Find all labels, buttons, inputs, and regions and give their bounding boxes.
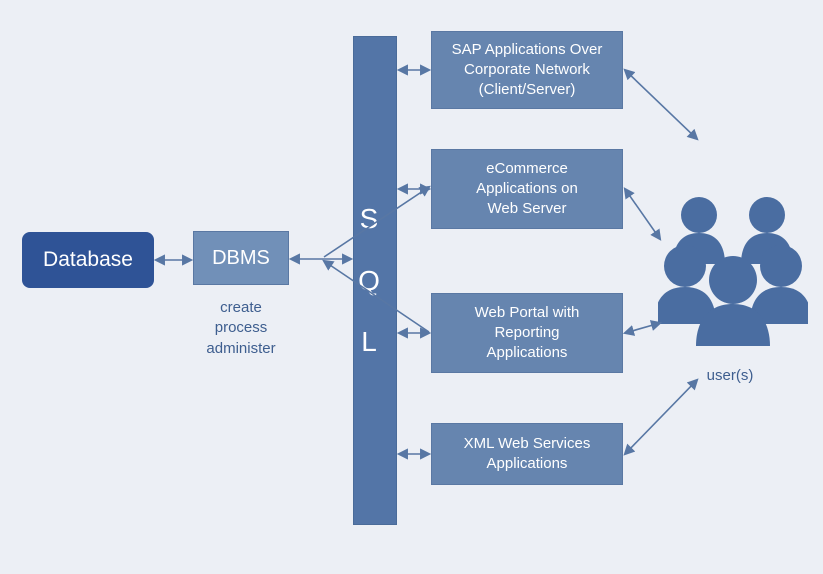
- app-sap-node: SAP Applications Over Corporate Network …: [431, 31, 623, 109]
- app-web-line3: Applications: [487, 343, 568, 363]
- app-sap-line3: (Client/Server): [479, 80, 576, 100]
- app-web-line1: Web Portal with: [475, 303, 580, 323]
- dbms-caption: create process administer: [193, 298, 289, 359]
- dbms-caption-line3: administer: [206, 340, 275, 357]
- app-xml-line1: XML Web Services: [464, 434, 591, 454]
- database-label: Database: [43, 246, 133, 274]
- sql-label: SQL: [358, 200, 392, 361]
- app-ecom-line3: Web Server: [488, 199, 567, 219]
- users-caption-text: user(s): [707, 367, 754, 384]
- app-xml-node: XML Web Services Applications: [431, 423, 623, 485]
- users-icon: [658, 184, 808, 364]
- dbms-label: DBMS: [212, 245, 270, 272]
- app-ecom-line2: Applications on: [476, 179, 578, 199]
- app-sap-line1: SAP Applications Over: [452, 40, 603, 60]
- dbms-node: DBMS: [193, 231, 289, 285]
- app-ecom-node: eCommerce Applications on Web Server: [431, 149, 623, 229]
- app-ecom-line1: eCommerce: [486, 159, 568, 179]
- database-node: Database: [22, 232, 154, 288]
- app-web-line2: Reporting: [494, 323, 559, 343]
- dbms-caption-line2: process: [215, 319, 268, 336]
- sql-node: SQL: [353, 36, 397, 525]
- dbms-caption-line1: create: [220, 299, 262, 316]
- app-xml-line2: Applications: [487, 454, 568, 474]
- app-sap-line2: Corporate Network: [464, 60, 590, 80]
- users-caption: user(s): [680, 366, 780, 386]
- app-web-node: Web Portal with Reporting Applications: [431, 293, 623, 373]
